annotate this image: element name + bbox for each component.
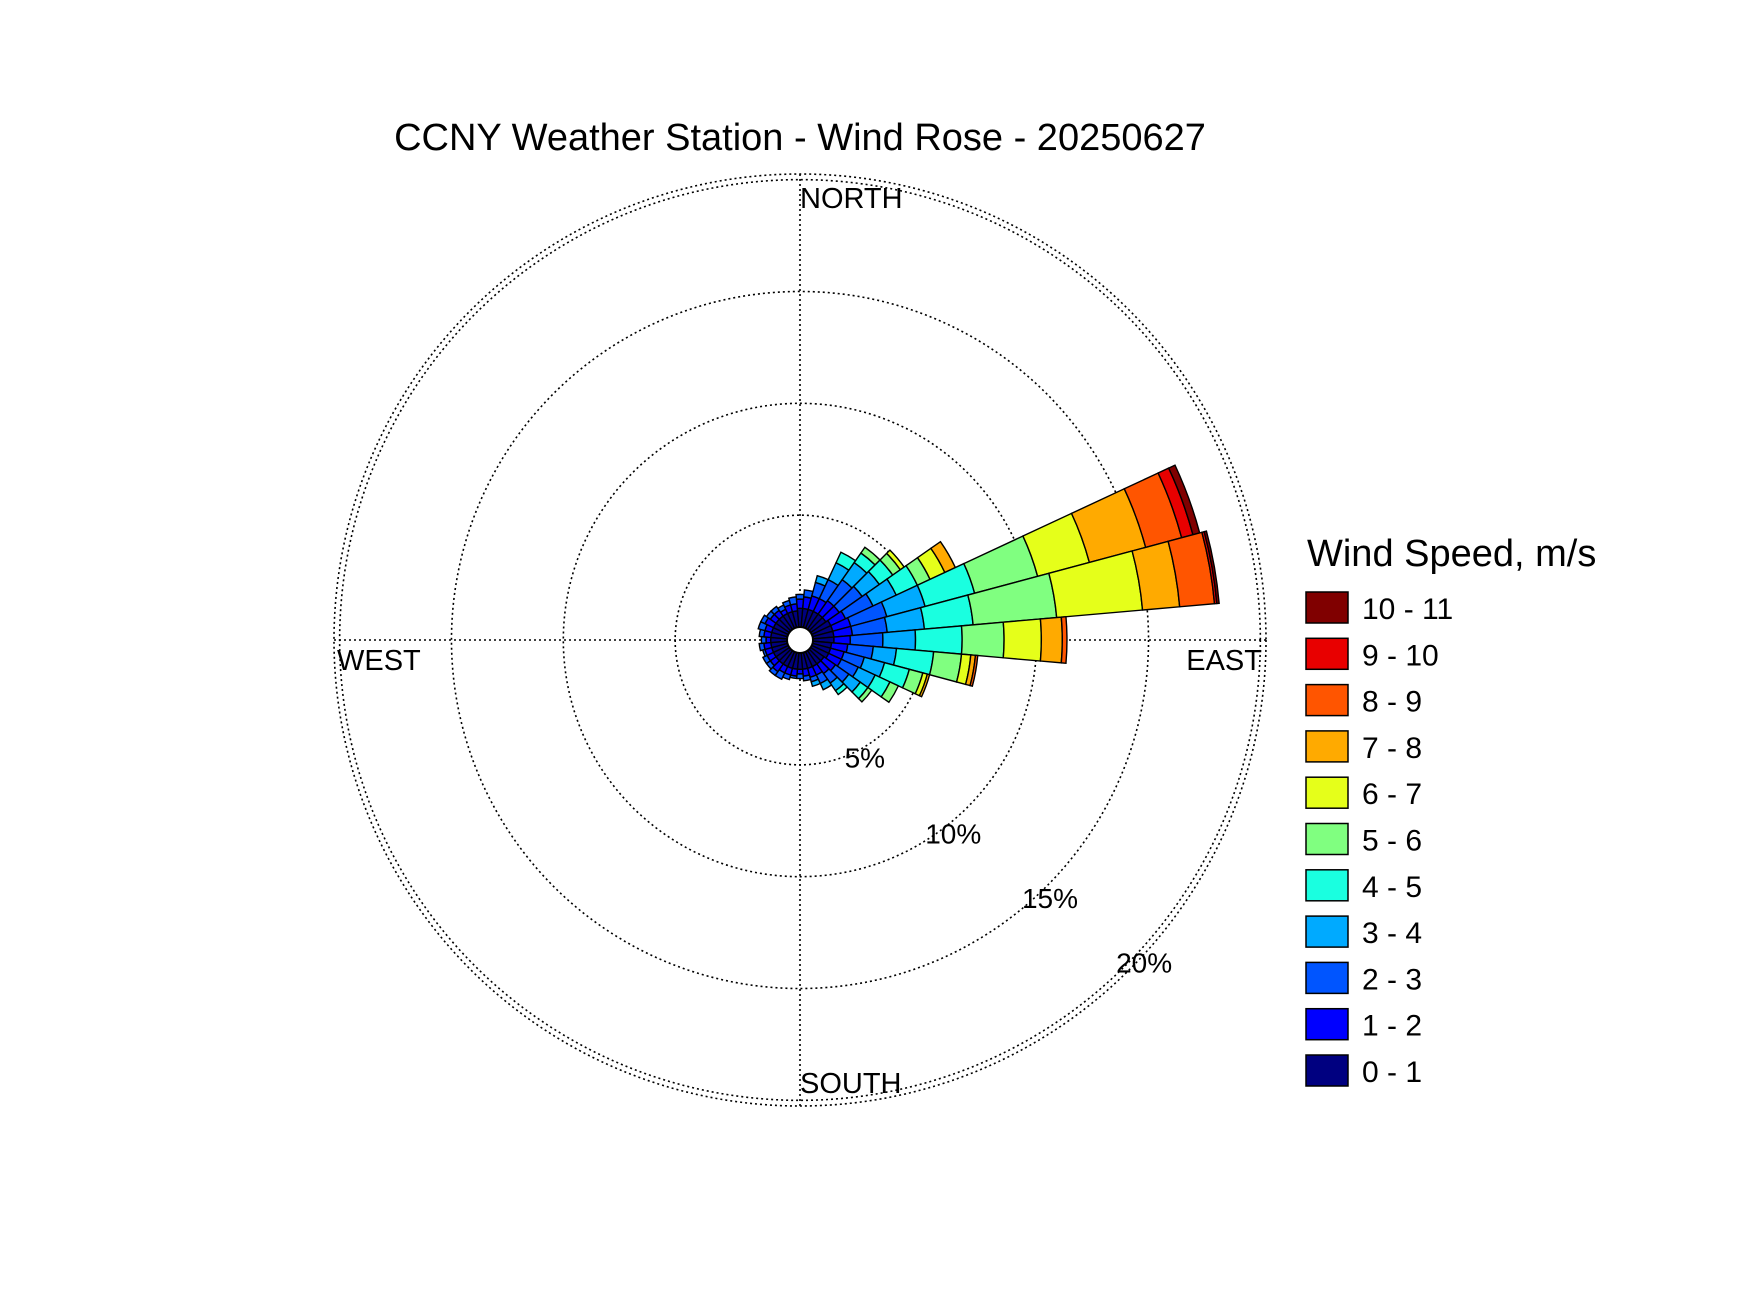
radial-tick-labels: 5% 10% 15% 20%: [845, 742, 1173, 978]
sector-350-bin-2: [787, 596, 798, 606]
sector-140-bin-4: [834, 682, 849, 696]
legend-swatch-10: [1305, 591, 1349, 624]
legend-title: Wind Speed, m/s: [1307, 533, 1596, 575]
sector-0-bin-2: [795, 593, 805, 600]
legend-swatch-2: [1305, 961, 1349, 995]
sector-90-bin-5: [960, 621, 1005, 659]
sector-160-bin-3: [810, 678, 822, 688]
legend-label-7: 7 - 8: [1362, 732, 1422, 765]
sector-90-bin-8: [1060, 615, 1068, 665]
sector-170-bin-2: [802, 674, 812, 682]
calm-center-circle: [786, 626, 814, 654]
legend: Wind Speed, m/s 10 - 11 9 - 10 8 - 9 7 - 8 6…: [1305, 533, 1596, 1089]
legend-label-10: 10 - 11: [1362, 593, 1453, 626]
sector-130-bin-5: [857, 686, 873, 703]
sector-90-bin-7: [1039, 616, 1064, 664]
legend-label-1: 1 - 2: [1362, 1010, 1422, 1043]
sector-110-bin-7: [918, 673, 931, 698]
radial-label-5: 5%: [845, 742, 885, 773]
legend-swatch-1: [1305, 1007, 1349, 1041]
sector-80-bin-10: [1203, 530, 1220, 605]
sector-90-bin-6: [1002, 618, 1043, 662]
legend-swatch-6: [1305, 776, 1349, 809]
sector-120-bin-5: [880, 680, 900, 704]
legend-label-5: 5 - 6: [1362, 825, 1422, 858]
wind-sectors: [757, 464, 1220, 704]
legend-swatch-5: [1305, 822, 1349, 856]
legend-label-3: 3 - 4: [1362, 917, 1422, 950]
south-label: SOUTH: [800, 1068, 902, 1100]
west-label: WEST: [337, 645, 421, 677]
legend-swatch-0: [1305, 1054, 1349, 1087]
sector-90-bin-4: [914, 625, 963, 655]
grid-circle-15: [450, 290, 1150, 990]
sector-150-bin-3: [819, 678, 833, 691]
chart-title: CCNY Weather Station - Wind Rose - 20250…: [394, 117, 1206, 159]
legend-swatch-4: [1305, 869, 1349, 902]
radial-label-15: 15%: [1022, 883, 1078, 914]
sector-100-bin-5: [928, 650, 963, 683]
sector-260-bin-2: [758, 642, 766, 652]
radial-label-10: 10%: [925, 818, 981, 849]
legend-label-0: 0 - 1: [1362, 1056, 1422, 1089]
sector-240-bin-2: [761, 654, 772, 665]
legend-swatch-9: [1305, 637, 1349, 671]
legend-label-4: 4 - 5: [1362, 871, 1422, 904]
legend-swatch-7: [1305, 730, 1349, 763]
radial-label-20: 20%: [1116, 947, 1172, 978]
legend-swatch-3: [1305, 915, 1349, 948]
north-label: NORTH: [800, 183, 903, 215]
legend-label-8: 8 - 9: [1362, 686, 1422, 719]
sector-100-bin-8: [969, 654, 979, 688]
legend-label-9: 9 - 10: [1362, 639, 1439, 672]
east-label: EAST: [1186, 645, 1262, 677]
legend-label-2: 2 - 3: [1362, 963, 1422, 996]
legend-swatch-8: [1305, 683, 1349, 717]
legend-label-6: 6 - 7: [1362, 778, 1422, 811]
